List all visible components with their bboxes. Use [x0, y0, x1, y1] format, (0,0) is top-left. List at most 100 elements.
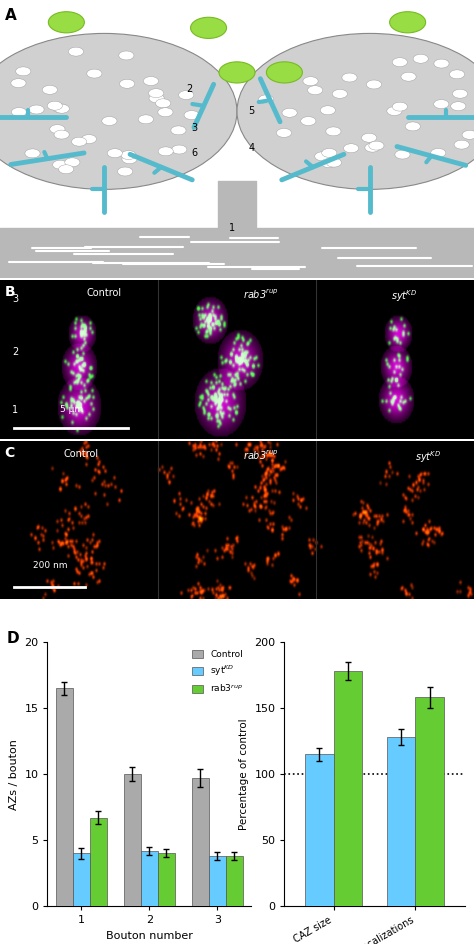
Circle shape	[366, 80, 382, 89]
Circle shape	[454, 140, 469, 149]
Circle shape	[148, 89, 164, 97]
Bar	[334, 671, 362, 906]
Circle shape	[68, 47, 83, 56]
Text: C: C	[5, 446, 15, 460]
Circle shape	[326, 126, 341, 136]
Text: 200 nm: 200 nm	[33, 561, 67, 570]
Text: syt$^{KD}$: syt$^{KD}$	[415, 448, 441, 464]
Bar	[124, 774, 141, 906]
Circle shape	[434, 59, 449, 68]
Circle shape	[315, 152, 330, 160]
Text: 2: 2	[12, 346, 18, 357]
Text: 1: 1	[12, 405, 18, 415]
Circle shape	[138, 115, 154, 124]
Bar	[305, 754, 334, 906]
Bar	[158, 853, 175, 906]
Circle shape	[344, 143, 359, 153]
Circle shape	[16, 67, 31, 76]
Text: 6: 6	[191, 148, 197, 159]
Circle shape	[191, 17, 227, 39]
Circle shape	[42, 85, 57, 94]
Circle shape	[29, 105, 44, 114]
Circle shape	[72, 137, 87, 146]
Bar	[56, 688, 73, 906]
Text: rab3$^{rup}$: rab3$^{rup}$	[243, 288, 279, 301]
Bar	[387, 737, 415, 906]
X-axis label: Bouton number: Bouton number	[106, 931, 193, 941]
Text: Control: Control	[63, 448, 98, 459]
Circle shape	[365, 143, 380, 152]
Text: 4: 4	[248, 143, 254, 153]
Circle shape	[54, 130, 69, 139]
Text: 5: 5	[248, 107, 255, 116]
Circle shape	[395, 150, 410, 159]
Circle shape	[11, 78, 26, 88]
Circle shape	[143, 76, 158, 86]
Text: syt$^{KD}$: syt$^{KD}$	[391, 288, 417, 304]
Circle shape	[258, 95, 273, 104]
Circle shape	[119, 79, 135, 89]
Circle shape	[47, 101, 63, 110]
Text: B: B	[5, 285, 15, 299]
Circle shape	[401, 73, 416, 81]
Circle shape	[308, 86, 323, 94]
Text: D: D	[7, 632, 19, 647]
Bar	[90, 818, 107, 906]
Circle shape	[462, 130, 474, 140]
Circle shape	[390, 11, 426, 33]
Circle shape	[118, 167, 133, 176]
Circle shape	[453, 90, 468, 98]
Circle shape	[11, 108, 27, 116]
Circle shape	[155, 99, 171, 108]
Circle shape	[431, 148, 446, 158]
Circle shape	[320, 106, 336, 115]
Circle shape	[392, 102, 408, 111]
Legend: Control, syt$^{KD}$, rab3$^{rup}$: Control, syt$^{KD}$, rab3$^{rup}$	[188, 647, 246, 698]
Circle shape	[59, 165, 74, 174]
Circle shape	[158, 147, 173, 156]
Circle shape	[171, 126, 186, 135]
Circle shape	[266, 61, 302, 83]
Circle shape	[53, 160, 68, 169]
Circle shape	[342, 73, 357, 82]
Circle shape	[184, 110, 199, 120]
Circle shape	[392, 58, 408, 67]
Circle shape	[449, 70, 465, 78]
Circle shape	[0, 33, 237, 190]
Circle shape	[158, 108, 173, 117]
Bar	[73, 853, 90, 906]
Text: 1: 1	[229, 224, 235, 233]
Circle shape	[405, 122, 420, 131]
Circle shape	[82, 135, 97, 143]
Circle shape	[119, 51, 134, 59]
Circle shape	[179, 91, 194, 99]
Circle shape	[149, 93, 164, 103]
Circle shape	[172, 145, 187, 154]
Circle shape	[303, 76, 318, 86]
Bar	[415, 698, 444, 906]
Circle shape	[25, 149, 40, 158]
Circle shape	[107, 149, 122, 158]
Circle shape	[87, 69, 102, 78]
Text: 2: 2	[186, 84, 193, 94]
Circle shape	[50, 125, 65, 133]
Bar	[226, 856, 243, 906]
Circle shape	[54, 104, 69, 113]
Circle shape	[282, 109, 297, 117]
Text: Control: Control	[87, 288, 122, 298]
Bar	[141, 851, 158, 906]
Circle shape	[321, 159, 336, 167]
Circle shape	[387, 107, 402, 115]
Text: A: A	[5, 8, 17, 24]
Circle shape	[451, 102, 466, 110]
Bar	[209, 856, 226, 906]
Text: 3: 3	[12, 295, 18, 304]
Y-axis label: Percentage of control: Percentage of control	[239, 718, 249, 830]
Y-axis label: AZs / bouton: AZs / bouton	[9, 738, 18, 810]
Circle shape	[369, 142, 384, 150]
Circle shape	[434, 100, 449, 109]
Text: 3: 3	[191, 123, 197, 133]
Circle shape	[48, 11, 84, 33]
Circle shape	[53, 104, 68, 112]
Circle shape	[322, 148, 337, 158]
